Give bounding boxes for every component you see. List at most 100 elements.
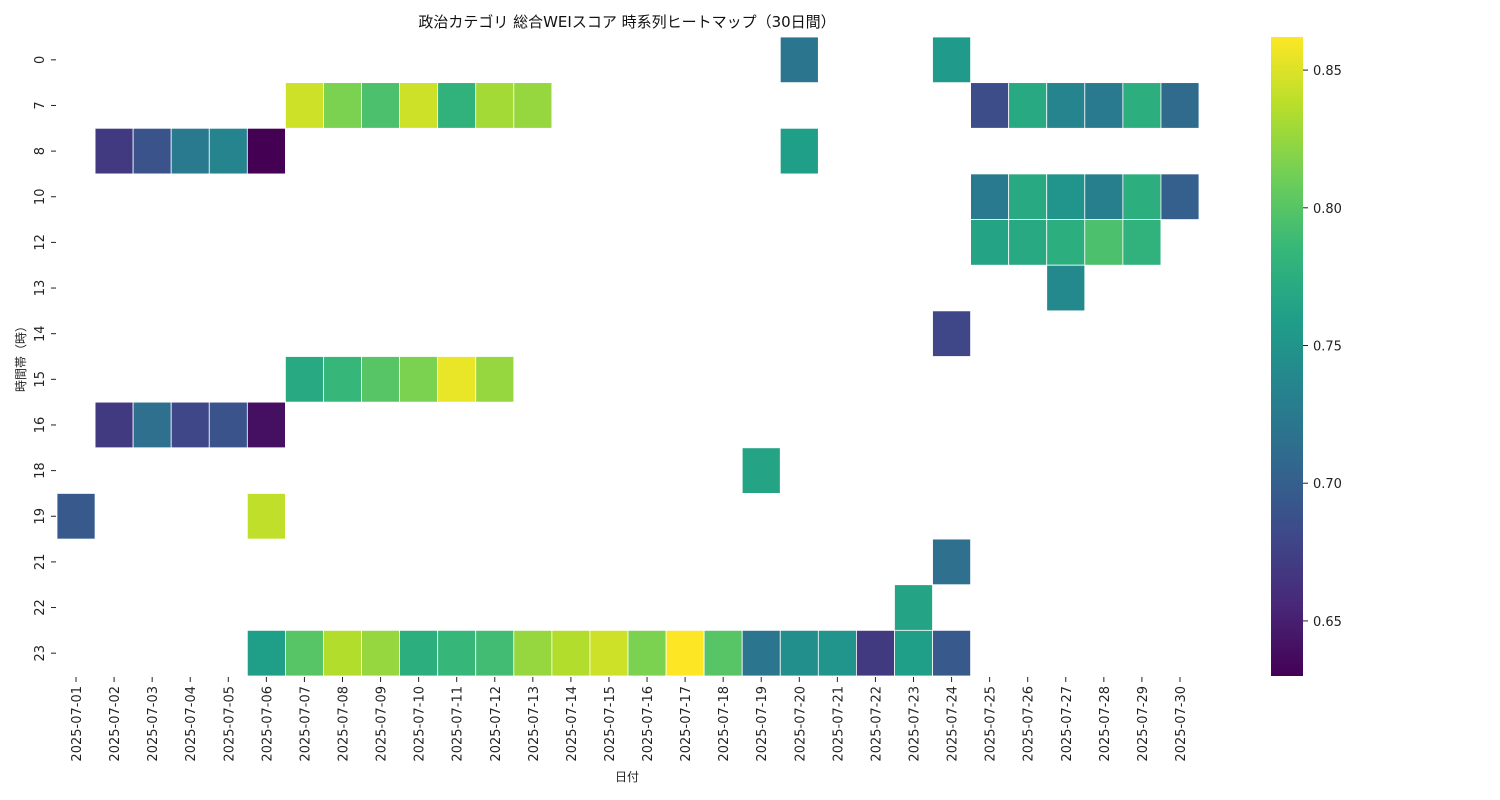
heatmap-cell xyxy=(1046,82,1086,129)
heatmap-cell xyxy=(208,127,248,175)
heatmap-cell xyxy=(475,356,515,403)
heatmap-cell xyxy=(513,629,553,677)
y-tick-label: 10 xyxy=(33,189,48,206)
x-tick-label: 2025-07-16 xyxy=(641,686,656,762)
heatmap-cell xyxy=(551,629,591,677)
x-tick-label: 2025-07-09 xyxy=(375,686,390,762)
y-axis-ticks: 0 7 8 10 12 13 14 15 16 18 19 21 22 23 xyxy=(33,56,56,662)
heatmap-cell xyxy=(56,493,96,540)
x-tick-label: 2025-07-26 xyxy=(1022,686,1037,762)
heatmap-cell xyxy=(970,219,1010,266)
y-tick-label: 12 xyxy=(33,234,48,251)
heatmap-cell xyxy=(779,127,819,175)
heatmap-cell xyxy=(589,629,629,677)
x-tick-label: 2025-07-19 xyxy=(755,686,770,762)
heatmap-cell xyxy=(399,629,439,677)
heatmap-cell xyxy=(703,629,743,677)
heatmap-cell xyxy=(170,401,210,449)
heatmap-cell xyxy=(741,447,781,494)
heatmap-cells xyxy=(56,36,1200,677)
heatmap-cell xyxy=(246,493,286,540)
heatmap-cell xyxy=(1046,219,1086,266)
x-tick-label: 2025-07-05 xyxy=(222,686,237,762)
heatmap-cell xyxy=(1122,82,1162,129)
colorbar-tick-label: 0.75 xyxy=(1313,340,1342,355)
x-tick-label: 2025-07-21 xyxy=(831,686,846,762)
chart-title: 政治カテゴリ 総合WEIスコア 時系列ヒートマップ（30日間） xyxy=(418,13,835,31)
y-tick-label: 13 xyxy=(33,280,48,297)
heatmap-cell xyxy=(1084,82,1124,129)
heatmap-cell xyxy=(284,82,324,129)
heatmap-cell xyxy=(1046,264,1086,312)
colorbar-tick-label: 0.65 xyxy=(1313,615,1342,630)
x-tick-label: 2025-07-06 xyxy=(260,686,275,762)
heatmap-cell xyxy=(132,401,172,449)
heatmap-cell xyxy=(246,127,286,175)
heatmap-cell xyxy=(1122,219,1162,266)
colorbar-ticks: 0.65 0.70 0.75 0.80 0.85 xyxy=(1303,64,1342,630)
heatmap-cell xyxy=(665,629,705,677)
heatmap-cell xyxy=(323,82,362,129)
heatmap-cell xyxy=(932,310,972,357)
x-tick-label: 2025-07-28 xyxy=(1098,686,1113,762)
y-tick-label: 7 xyxy=(33,101,48,109)
heatmap-cell xyxy=(246,629,286,677)
heatmap-cell xyxy=(475,82,515,129)
heatmap-cell xyxy=(1160,82,1200,129)
y-tick-label: 21 xyxy=(33,554,48,571)
colorbar xyxy=(1271,37,1303,676)
y-tick-label: 18 xyxy=(33,462,48,479)
heatmap-cell xyxy=(1046,173,1086,220)
y-tick-label: 8 xyxy=(33,147,48,155)
y-tick-label: 23 xyxy=(33,645,48,662)
heatmap-cell xyxy=(1008,82,1048,129)
heatmap-cell xyxy=(1084,219,1124,266)
heatmap-cell xyxy=(894,584,933,631)
x-tick-label: 2025-07-04 xyxy=(184,686,199,762)
heatmap-cell xyxy=(932,629,972,677)
y-tick-label: 0 xyxy=(33,56,48,64)
x-tick-label: 2025-07-30 xyxy=(1174,686,1189,762)
heatmap-cell xyxy=(817,629,857,677)
heatmap-cell xyxy=(932,538,972,586)
heatmap-cell xyxy=(741,629,781,677)
heatmap-cell xyxy=(284,629,324,677)
heatmap-cell xyxy=(399,356,439,403)
x-tick-label: 2025-07-10 xyxy=(413,686,428,762)
heatmap-cell xyxy=(437,356,477,403)
colorbar-tick-label: 0.80 xyxy=(1313,202,1342,217)
x-tick-label: 2025-07-22 xyxy=(869,686,884,762)
x-tick-label: 2025-07-14 xyxy=(565,686,580,762)
x-tick-label: 2025-07-07 xyxy=(298,686,313,762)
heatmap-cell xyxy=(94,401,134,449)
x-tick-label: 2025-07-01 xyxy=(70,686,85,762)
heatmap-cell xyxy=(970,82,1010,129)
heatmap-cell xyxy=(779,36,819,84)
x-tick-label: 2025-07-03 xyxy=(146,686,161,762)
x-tick-label: 2025-07-20 xyxy=(793,686,808,762)
y-axis-label: 時間帯（時） xyxy=(14,320,28,392)
heatmap-cell xyxy=(627,629,667,677)
heatmap-cell xyxy=(170,127,210,175)
heatmap-cell xyxy=(894,629,933,677)
heatmap-cell xyxy=(94,127,134,175)
heatmap-cell xyxy=(208,401,248,449)
heatmap-cell xyxy=(932,36,972,84)
heatmap-cell xyxy=(132,127,172,175)
x-tick-label: 2025-07-12 xyxy=(489,686,504,762)
x-tick-label: 2025-07-18 xyxy=(717,686,732,762)
x-tick-label: 2025-07-13 xyxy=(527,686,542,762)
x-tick-label: 2025-07-24 xyxy=(946,686,961,762)
heatmap-cell xyxy=(437,82,477,129)
colorbar-tick-label: 0.85 xyxy=(1313,64,1342,79)
heatmap-cell xyxy=(1160,173,1200,220)
heatmap-cell xyxy=(475,629,515,677)
y-tick-label: 15 xyxy=(33,371,48,388)
y-tick-label: 14 xyxy=(33,325,48,342)
heatmap-cell xyxy=(1008,219,1048,266)
x-tick-label: 2025-07-11 xyxy=(451,686,466,762)
x-tick-label: 2025-07-27 xyxy=(1060,686,1075,762)
heatmap-cell xyxy=(779,629,819,677)
heatmap-cell xyxy=(361,629,400,677)
